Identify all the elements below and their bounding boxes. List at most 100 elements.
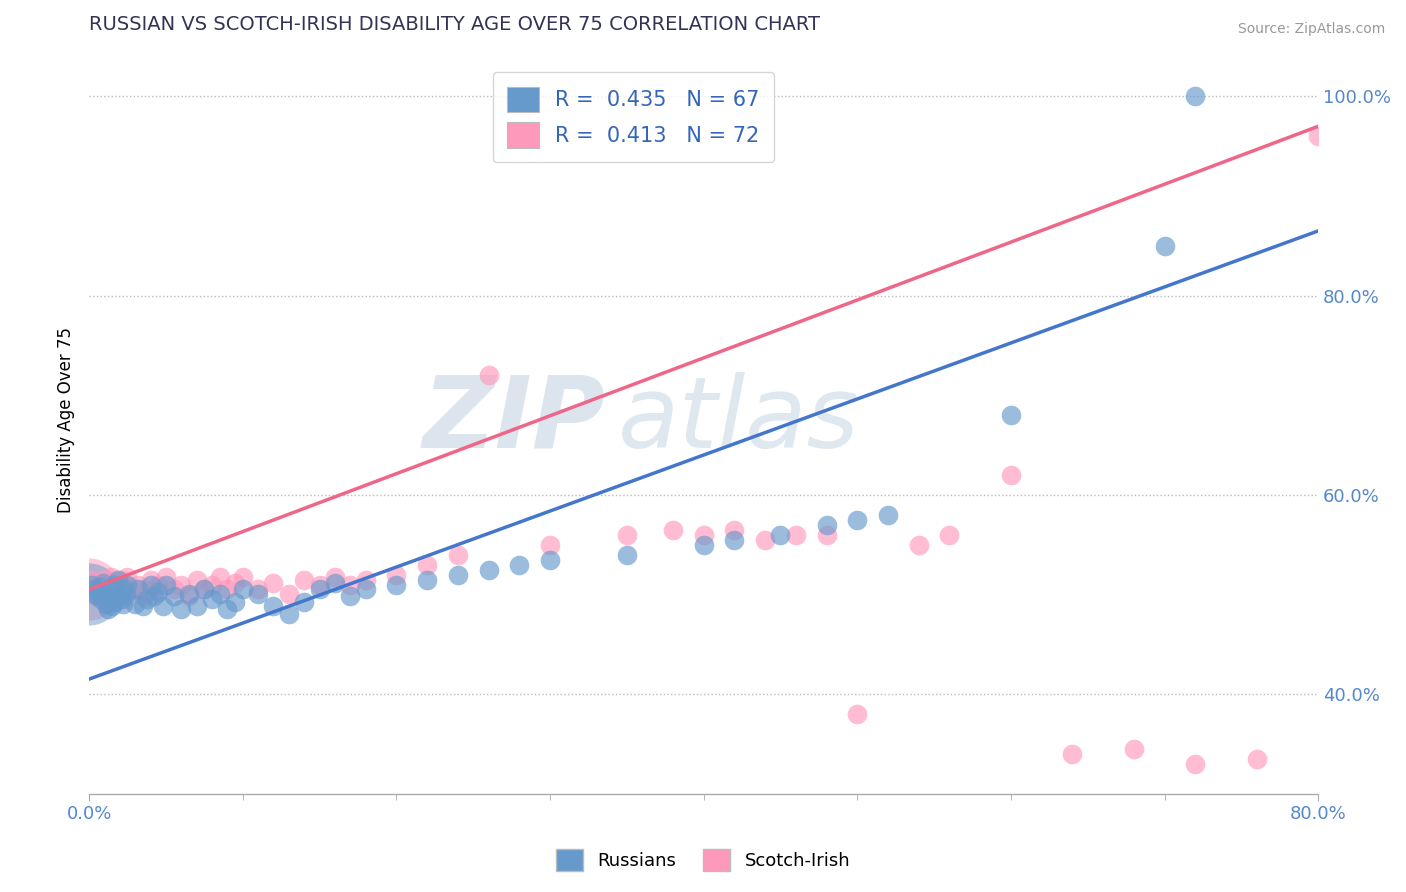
Point	[96, 577, 118, 591]
Point	[247, 587, 270, 601]
Point	[93, 582, 115, 597]
Point	[723, 523, 745, 537]
Point	[117, 569, 139, 583]
Point	[1122, 742, 1144, 756]
Point	[877, 508, 900, 522]
Point	[127, 577, 149, 591]
Point	[170, 602, 193, 616]
Legend: R =  0.435   N = 67, R =  0.413   N = 72: R = 0.435 N = 67, R = 0.413 N = 72	[492, 72, 775, 162]
Point	[447, 567, 470, 582]
Point	[101, 599, 124, 614]
Point	[104, 582, 127, 597]
Point	[98, 587, 121, 601]
Point	[90, 592, 112, 607]
Point	[90, 585, 112, 599]
Point	[108, 587, 131, 601]
Point	[170, 577, 193, 591]
Point	[224, 595, 246, 609]
Point	[155, 577, 177, 591]
Point	[108, 585, 131, 599]
Point	[139, 577, 162, 591]
Point	[785, 527, 807, 541]
Point	[79, 573, 101, 587]
Point	[277, 587, 299, 601]
Point	[1308, 129, 1330, 144]
Point	[232, 569, 254, 583]
Point	[186, 573, 208, 587]
Point	[105, 590, 128, 604]
Point	[616, 548, 638, 562]
Point	[262, 575, 284, 590]
Point	[96, 602, 118, 616]
Point	[447, 548, 470, 562]
Point	[124, 598, 146, 612]
Point	[354, 573, 377, 587]
Point	[93, 587, 115, 601]
Y-axis label: Disability Age Over 75: Disability Age Over 75	[58, 327, 75, 513]
Point	[354, 582, 377, 597]
Point	[1153, 239, 1175, 253]
Point	[538, 538, 561, 552]
Point	[83, 582, 105, 597]
Point	[103, 575, 125, 590]
Text: Source: ZipAtlas.com: Source: ZipAtlas.com	[1237, 22, 1385, 37]
Point	[201, 577, 224, 591]
Point	[1000, 467, 1022, 482]
Point	[152, 599, 174, 614]
Point	[89, 580, 111, 594]
Point	[107, 577, 129, 591]
Point	[82, 577, 104, 591]
Point	[84, 587, 107, 601]
Point	[87, 575, 110, 590]
Point	[308, 577, 330, 591]
Point	[1246, 752, 1268, 766]
Point	[323, 575, 346, 590]
Point	[907, 538, 929, 552]
Point	[82, 577, 104, 591]
Point	[538, 552, 561, 566]
Point	[186, 599, 208, 614]
Point	[91, 573, 114, 587]
Point	[723, 533, 745, 547]
Point	[193, 582, 215, 597]
Point	[815, 517, 838, 532]
Point	[110, 573, 132, 587]
Point	[107, 573, 129, 587]
Point	[98, 592, 121, 607]
Point	[846, 706, 869, 721]
Point	[162, 590, 184, 604]
Point	[86, 590, 108, 604]
Point	[103, 577, 125, 591]
Text: RUSSIAN VS SCOTCH-IRISH DISABILITY AGE OVER 75 CORRELATION CHART: RUSSIAN VS SCOTCH-IRISH DISABILITY AGE O…	[89, 15, 820, 34]
Point	[1000, 408, 1022, 422]
Text: atlas: atlas	[617, 372, 859, 468]
Point	[217, 582, 239, 597]
Point	[104, 595, 127, 609]
Point	[339, 590, 361, 604]
Point	[132, 599, 155, 614]
Point	[94, 592, 117, 607]
Point	[100, 582, 122, 597]
Point	[112, 582, 135, 597]
Point	[94, 598, 117, 612]
Point	[385, 577, 408, 591]
Point	[217, 602, 239, 616]
Point	[754, 533, 776, 547]
Point	[77, 582, 100, 597]
Point	[277, 607, 299, 622]
Point	[692, 527, 714, 541]
Point	[416, 558, 439, 572]
Point	[385, 567, 408, 582]
Point	[193, 582, 215, 597]
Point	[339, 577, 361, 591]
Point	[111, 598, 134, 612]
Point	[105, 590, 128, 604]
Point	[416, 573, 439, 587]
Point	[477, 368, 499, 383]
Point	[208, 569, 231, 583]
Point	[292, 595, 315, 609]
Point	[124, 582, 146, 597]
Point	[1184, 89, 1206, 103]
Point	[224, 575, 246, 590]
Point	[91, 575, 114, 590]
